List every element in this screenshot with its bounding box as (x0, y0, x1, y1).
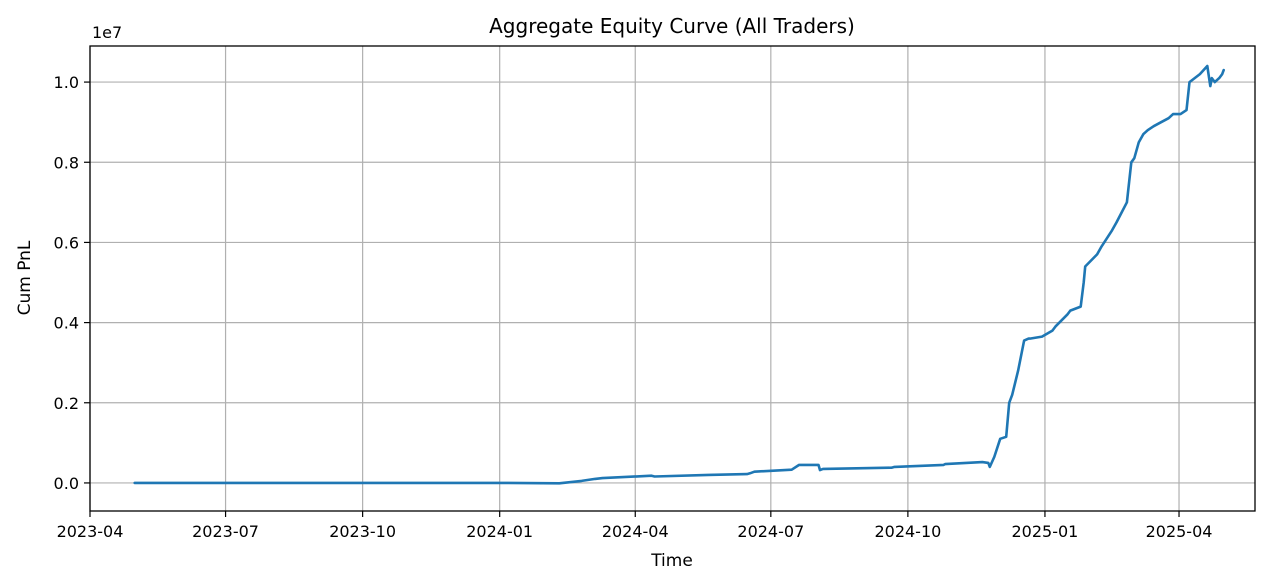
y-tick-label: 0.4 (54, 314, 79, 333)
y-axis-multiplier: 1e7 (92, 23, 122, 42)
plot-frame (89, 45, 1256, 512)
y-tick-label: 1.0 (54, 73, 79, 92)
x-tick-label: 2025-04 (1146, 522, 1213, 541)
grid-lines (89, 46, 1255, 511)
x-tick-label: 2023-10 (329, 522, 396, 541)
x-axis-label: Time (650, 551, 693, 571)
x-tick-label: 2023-04 (57, 522, 124, 541)
x-tick-label: 2024-10 (874, 522, 941, 541)
y-axis-label: Cum PnL (15, 240, 35, 315)
x-tick-label: 2024-07 (737, 522, 804, 541)
x-tick-label: 2024-01 (466, 522, 533, 541)
axis-ticks: 2023-04 2023-07 2023-10 2024-01 2024-04 2024-… (54, 73, 1213, 541)
x-tick-label: 2025-01 (1012, 522, 1079, 541)
y-tick-label: 0.0 (54, 474, 79, 493)
y-tick-label: 0.6 (54, 233, 79, 252)
x-tick-label: 2023-07 (192, 522, 259, 541)
aggregate-equity-line (133, 64, 1225, 485)
y-tick-label: 0.2 (54, 394, 79, 413)
x-tick-label: 2024-04 (602, 522, 669, 541)
y-tick-label: 0.8 (54, 153, 79, 172)
chart-title: Aggregate Equity Curve (All Traders) (489, 14, 855, 38)
